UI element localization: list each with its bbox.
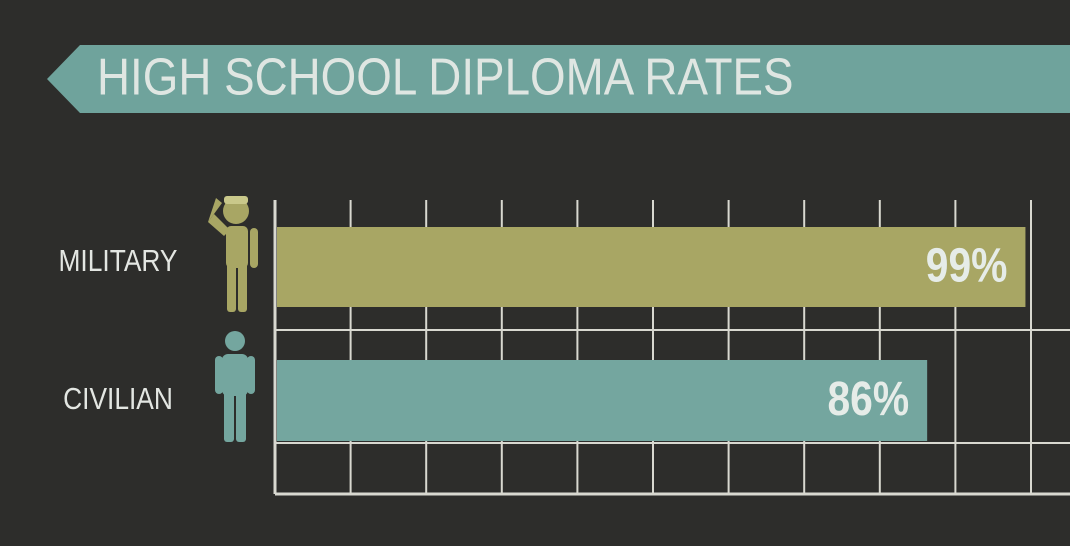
value-label: 86% [828,373,910,426]
bar [277,227,1026,307]
category-label: CIVILIAN [63,382,173,416]
category-label: MILITARY [58,244,177,278]
chart-title: HIGH SCHOOL DIPLOMA RATES [97,49,794,106]
bar [277,360,928,441]
title-banner [47,45,1070,113]
value-label: 99% [926,240,1008,293]
military-icon [208,196,258,312]
civilian-icon [215,331,255,442]
bars: 99% MILITARY 86% CIVILIAN [58,227,1026,441]
